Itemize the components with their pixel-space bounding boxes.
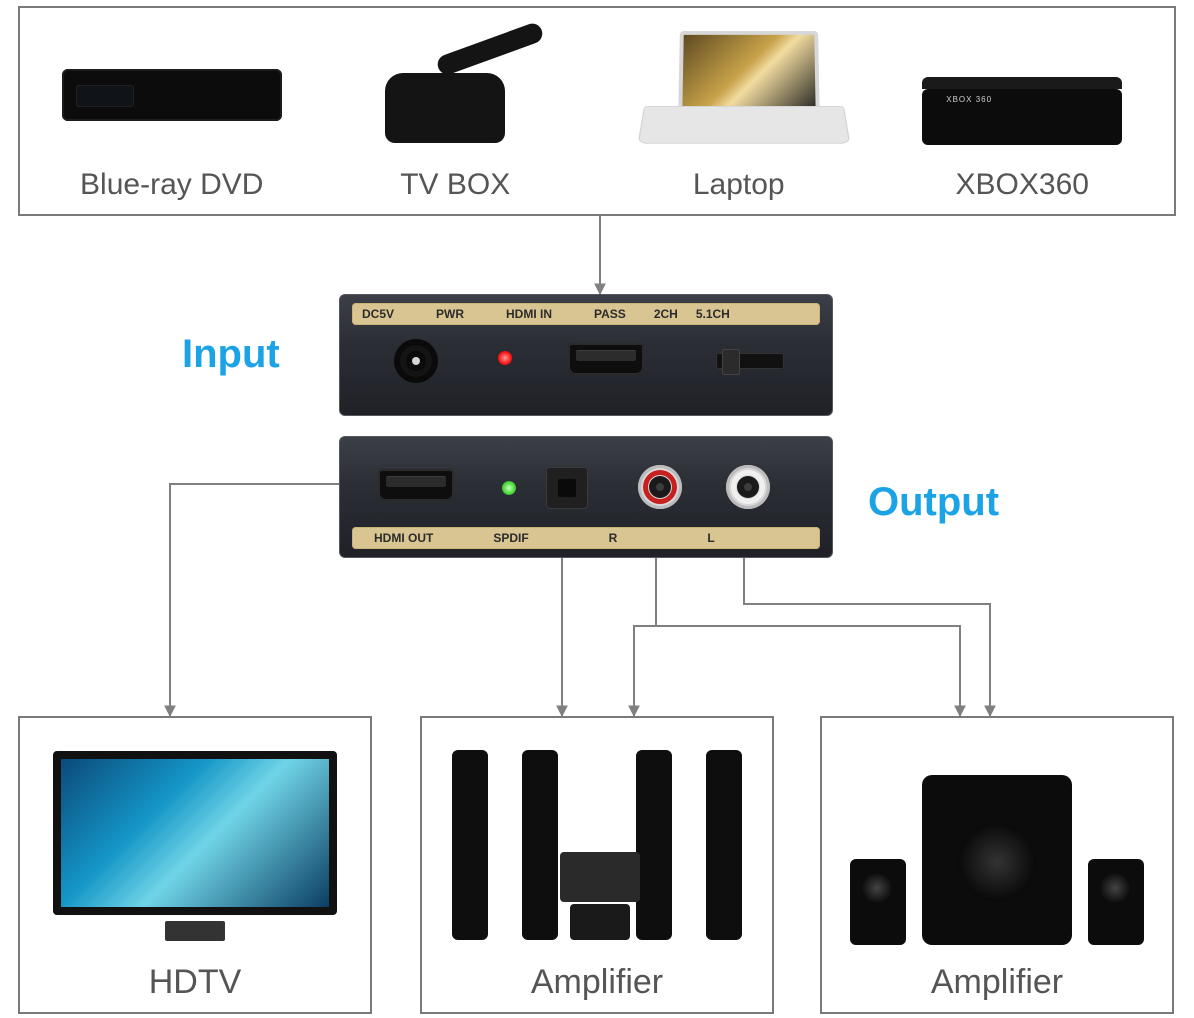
source-tvbox-label: TV BOX xyxy=(400,168,510,202)
subwoofer-amplifier-icon xyxy=(842,745,1152,945)
source-laptop: Laptop xyxy=(624,30,854,202)
strip-rca-l: L xyxy=(707,531,714,545)
tower-amplifier-icon xyxy=(442,740,752,950)
hdmi-out-port-icon xyxy=(378,469,454,501)
xbox-icon: XBOX 360 xyxy=(907,45,1137,145)
bluray-icon xyxy=(62,69,282,121)
hdtv-icon xyxy=(45,745,345,945)
strip-pass: PASS xyxy=(594,307,626,321)
pwr-led-icon xyxy=(498,351,512,365)
strip-pwr: PWR xyxy=(436,307,464,321)
strip-2ch: 2CH xyxy=(654,307,678,321)
output-label-strip: HDMI OUT SPDIF R L xyxy=(352,527,820,549)
device-input-panel: DC5V PWR HDMI IN PASS 2CH 5.1CH xyxy=(339,294,833,416)
input-label: Input xyxy=(182,332,280,377)
strip-rca-r: R xyxy=(609,531,618,545)
source-devices-box: Blue-ray DVD TV BOX Laptop XBOX 360 XBOX… xyxy=(18,6,1176,216)
device-output-panel: HDMI OUT SPDIF R L xyxy=(339,436,833,558)
source-tvbox: TV BOX xyxy=(340,30,570,202)
strip-hdmiout: HDMI OUT xyxy=(374,531,433,545)
output-amp1-label: Amplifier xyxy=(531,963,663,1002)
source-bluray: Blue-ray DVD xyxy=(57,30,287,202)
input-label-strip: DC5V PWR HDMI IN PASS 2CH 5.1CH xyxy=(352,303,820,325)
strip-dc5v: DC5V xyxy=(362,307,394,321)
rca-r-port-icon xyxy=(638,465,682,509)
output-amp1-box: Amplifier xyxy=(420,716,774,1014)
output-amp2-label: Amplifier xyxy=(931,963,1063,1002)
output-amp2-box: Amplifier xyxy=(820,716,1174,1014)
spdif-port-icon xyxy=(546,467,588,509)
output-hdtv-label: HDTV xyxy=(149,963,242,1002)
output-label: Output xyxy=(868,480,999,525)
strip-hdmiin: HDMI IN xyxy=(506,307,552,321)
hdmi-in-port-icon xyxy=(568,343,644,375)
rca-l-port-icon xyxy=(726,465,770,509)
tvbox-icon xyxy=(355,35,555,155)
laptop-icon xyxy=(634,30,844,160)
source-xbox-label: XBOX360 xyxy=(956,168,1089,202)
audio-mode-switch-icon xyxy=(716,353,784,369)
strip-spdif: SPDIF xyxy=(493,531,528,545)
act-led-icon xyxy=(502,481,516,495)
source-laptop-label: Laptop xyxy=(693,168,785,202)
source-bluray-label: Blue-ray DVD xyxy=(80,168,263,202)
strip-51ch: 5.1CH xyxy=(696,307,730,321)
source-xbox: XBOX 360 XBOX360 xyxy=(907,30,1137,202)
dc5v-jack-icon xyxy=(394,339,438,383)
output-hdtv-box: HDTV xyxy=(18,716,372,1014)
